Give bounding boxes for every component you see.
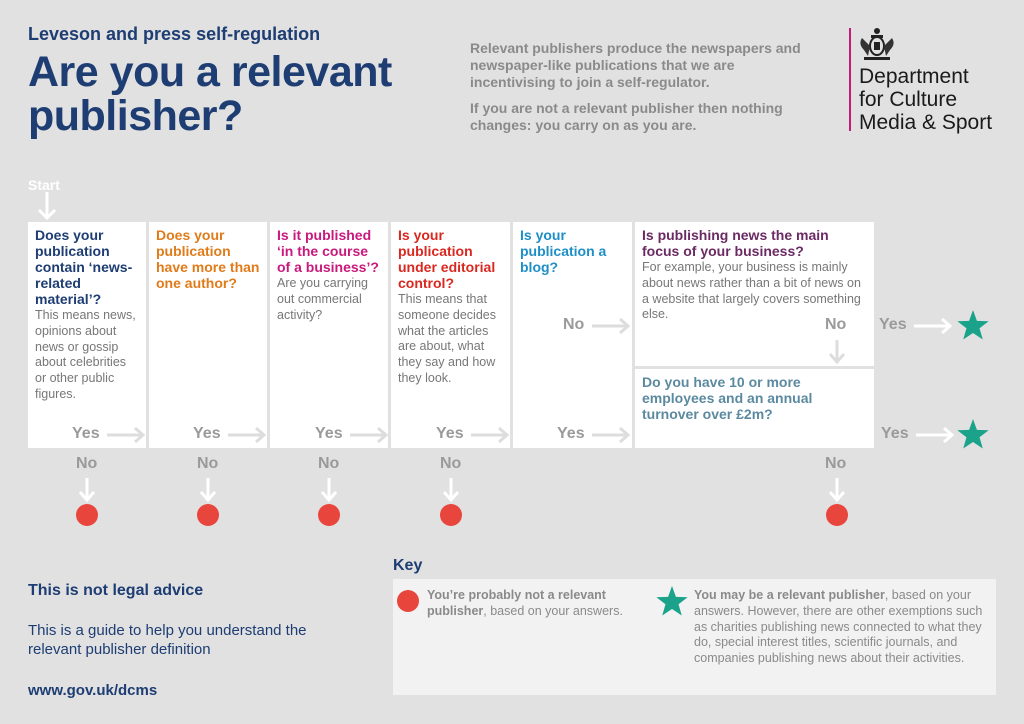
no-label: No [563,316,585,333]
key-not-relevant-bold: You’re probably not a relevant publisher [427,588,606,618]
right-arrow-icon [592,426,631,444]
question-blog: Is your publication a blog? [520,227,607,275]
right-arrow-icon [350,426,389,444]
detail-course-of-business: Are you carrying out commercial activity… [277,276,369,322]
no-label: No [825,455,847,472]
down-arrow-icon [78,478,96,503]
down-arrow-icon [199,478,217,503]
yes-label: Yes [193,425,221,442]
right-arrow-icon [471,426,510,444]
no-label: No [318,455,340,472]
dept-name-line-1: Department [859,65,969,88]
down-arrow-icon [320,478,338,503]
key-not-relevant-text: You’re probably not a relevant publisher… [427,588,637,620]
red-dot-icon [440,504,462,526]
question-more-than-one-author: Does your publication have more than one… [156,227,260,291]
key-panel [393,579,996,695]
dept-name: Department for Culture Media & Sport [859,65,1019,134]
down-arrow-icon [828,340,846,365]
no-label: No [76,455,98,472]
royal-crest-icon [860,28,894,60]
no-label: No [440,455,462,472]
right-arrow-icon [228,426,267,444]
yes-label: Yes [436,425,464,442]
key-may-be-relevant-rest: , based on your answers. However, there … [694,588,983,666]
page-title: Are you a relevant publisher? [28,48,392,140]
question-box-employees-turnover: Do you have 10 or more employees and an … [635,369,874,448]
question-employees-turnover: Do you have 10 or more employees and an … [642,374,813,422]
red-dot-icon [397,590,419,612]
green-star-icon [656,586,688,616]
question-main-focus: Is publishing news the main focus of you… [642,227,829,259]
red-dot-icon [826,504,848,526]
right-arrow-icon [914,317,953,335]
yes-label: Yes [72,425,100,442]
legal-title: This is not legal advice [28,582,204,599]
detail-news-material: This means news, opinions about news or … [35,308,136,401]
question-course-of-business: Is it published ‘in the course of a busi… [277,227,379,275]
key-not-relevant-rest: , based on your answers. [483,603,623,618]
question-box-editorial-control: Is your publication under editorial cont… [391,222,510,448]
intro-text: Relevant publishers produce the newspape… [470,40,820,143]
key-may-be-relevant-bold: You may be a relevant publisher [694,588,885,602]
no-label: No [197,455,219,472]
green-star-icon [957,310,989,340]
question-news-material: Does your publication contain ‘news-rela… [35,227,133,307]
no-label: No [825,316,847,333]
red-dot-icon [318,504,340,526]
right-arrow-icon [916,426,955,444]
question-box-main-focus: Is publishing news the main focus of you… [635,222,874,366]
key-may-be-relevant-text: You may be a relevant publisher, based o… [694,588,994,667]
dept-name-line-2: for Culture [859,88,958,111]
down-arrow-icon [828,478,846,503]
question-editorial-control: Is your publication under editorial cont… [398,227,496,291]
down-arrow-icon [442,478,460,503]
detail-editorial-control: This means that someone decides what the… [398,292,496,385]
dept-name-line-3: Media & Sport [859,111,993,134]
yes-label: Yes [881,425,909,442]
yes-label: Yes [879,316,907,333]
red-dot-icon [76,504,98,526]
dcms-link[interactable]: www.gov.uk/dcms [28,682,158,699]
red-dot-icon [197,504,219,526]
detail-main-focus: For example, your business is mainly abo… [642,260,861,322]
start-label: Start [28,177,60,193]
question-box-more-than-one-author: Does your publication have more than one… [149,222,267,448]
green-star-icon [957,419,989,449]
legal-text: This is a guide to help you understand t… [28,622,307,658]
yes-label: Yes [315,425,343,442]
yes-label: Yes [557,425,585,442]
question-box-news-material: Does your publication contain ‘news-rela… [28,222,146,448]
right-arrow-icon [592,317,631,335]
question-box-course-of-business: Is it published ‘in the course of a busi… [270,222,388,448]
intro-paragraph-2: If you are not a relevant publisher then… [470,100,783,133]
intro-paragraph-1: Relevant publishers produce the newspape… [470,40,801,90]
down-arrow-icon [37,192,57,221]
right-arrow-icon [107,426,146,444]
dept-accent-bar [849,28,851,131]
key-title: Key [393,557,423,574]
page-subtitle: Leveson and press self-regulation [28,24,321,44]
question-box-blog: Is your publication a blog? [513,222,632,448]
